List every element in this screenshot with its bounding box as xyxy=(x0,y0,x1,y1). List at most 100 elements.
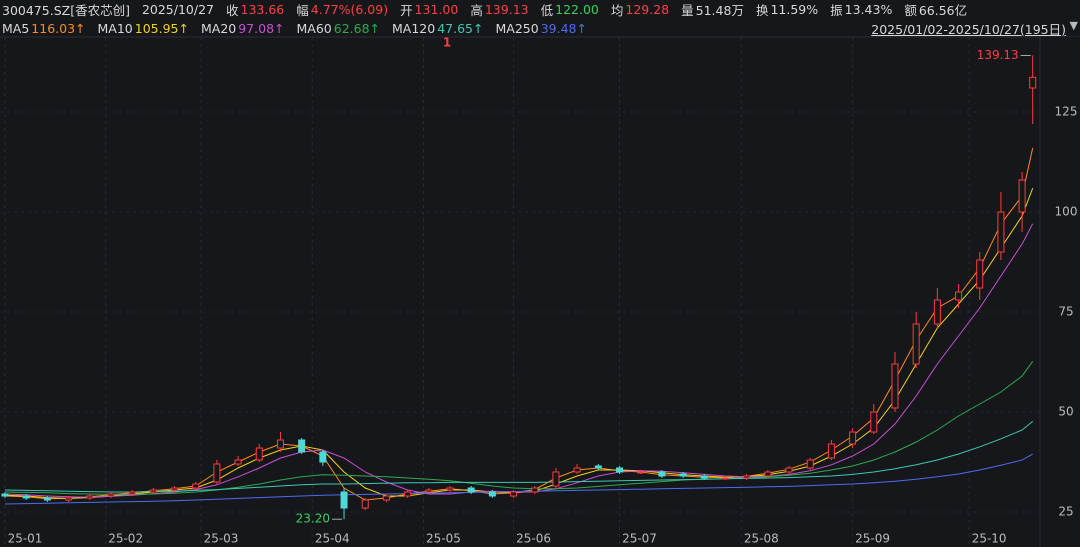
x-tick-label: 25-10 xyxy=(972,532,1007,546)
y-tick-label: 125 xyxy=(1055,105,1078,119)
candle-body xyxy=(43,497,51,501)
ma-line xyxy=(4,361,1034,495)
legend-value: 47.65↑ xyxy=(437,20,484,36)
quote-value: 13.43% xyxy=(844,1,893,17)
candle-body xyxy=(594,465,602,469)
y-tick-label: 25 xyxy=(1058,505,1073,519)
quote-value: 66.56亿 xyxy=(918,2,968,18)
stock-code: 300475.SZ[香农芯创] xyxy=(2,2,130,18)
candle-body xyxy=(616,467,624,473)
quote-date: 2025/10/27 xyxy=(141,1,214,17)
x-tick-label: 25-05 xyxy=(426,532,461,546)
candle-body xyxy=(933,299,941,325)
candle-body xyxy=(65,497,73,501)
legend-name: MA120 xyxy=(392,20,436,36)
candle-body xyxy=(997,211,1005,253)
quote-value: 122.00 xyxy=(555,1,599,17)
legend-name: MA10 xyxy=(97,20,133,36)
ma-line xyxy=(4,453,1033,505)
quote-label: 高 xyxy=(470,2,483,18)
quote-value: 131.00 xyxy=(414,1,459,17)
candle-body xyxy=(107,493,115,497)
x-tick-label: 25-08 xyxy=(744,532,779,546)
candle-body xyxy=(700,475,708,479)
candle-body xyxy=(22,495,30,499)
ma-line xyxy=(4,223,1034,498)
legend-name: MA20 xyxy=(200,20,237,36)
candle-body xyxy=(234,459,242,465)
candle-body xyxy=(361,499,369,509)
quote-label: 换 xyxy=(755,2,769,18)
candle-body xyxy=(764,471,772,477)
legend-name: MA250 xyxy=(495,20,539,36)
x-tick-label: 25-03 xyxy=(204,532,239,546)
y-tick-label: 75 xyxy=(1058,305,1073,319)
candle-body xyxy=(128,491,136,495)
candle-body xyxy=(149,489,157,493)
candle-body xyxy=(488,491,496,497)
candle-body xyxy=(743,475,751,479)
legend-value: 97.08↑ xyxy=(238,20,285,36)
quote-value: 139.13 xyxy=(484,1,529,17)
candle-body xyxy=(849,431,857,445)
event-marker: 1 xyxy=(443,36,451,50)
legend-value: 105.95↑ xyxy=(134,20,189,36)
x-tick-label: 25-01 xyxy=(8,532,43,546)
quote-label: 低 xyxy=(540,2,554,18)
ma-line xyxy=(4,421,1034,493)
candle-body xyxy=(891,363,899,409)
legend-value: 116.03↑ xyxy=(31,20,86,36)
candle-body xyxy=(679,473,687,477)
candle-body xyxy=(425,489,433,493)
candle-body xyxy=(86,495,94,499)
candle-body xyxy=(785,467,793,473)
candle-body xyxy=(213,463,221,483)
legend-name: MA60 xyxy=(296,20,332,36)
candle-body xyxy=(806,459,814,469)
candle-body xyxy=(319,451,327,463)
legend-value: 62.68↑ xyxy=(333,20,381,36)
candle-body xyxy=(552,471,560,487)
date-range[interactable]: 2025/01/02-2025/10/27(195日) xyxy=(871,22,1066,37)
candle-body xyxy=(1018,179,1026,213)
dropdown-icon[interactable]: ▼ xyxy=(1069,19,1078,32)
y-tick-label: 50 xyxy=(1058,405,1073,419)
candle-body xyxy=(446,487,454,491)
x-tick-label: 25-06 xyxy=(516,532,551,546)
annotation-label: 139.13 xyxy=(977,48,1019,62)
candle-body xyxy=(637,471,645,474)
quote-value: 133.66 xyxy=(240,1,285,17)
quote-value: 11.59% xyxy=(770,1,819,17)
x-tick-label: 25-09 xyxy=(855,532,890,546)
candle-body xyxy=(573,467,581,473)
x-tick-label: 25-07 xyxy=(622,532,657,546)
candle-body xyxy=(340,491,348,509)
candle-body xyxy=(1,493,9,497)
x-tick-label: 25-04 xyxy=(315,532,350,546)
candle-body xyxy=(510,491,518,497)
quote-label: 开 xyxy=(400,2,413,18)
quote-label: 幅 xyxy=(296,2,309,18)
candle-body xyxy=(192,483,200,489)
legend-value: 39.48↑ xyxy=(540,20,587,36)
candle-body xyxy=(1029,76,1037,89)
candle-body xyxy=(721,477,729,480)
quote-label: 收 xyxy=(226,2,239,18)
candle-body xyxy=(531,487,539,493)
quote-label: 振 xyxy=(830,2,843,18)
quote-label: 量 xyxy=(681,2,694,18)
candle-body xyxy=(827,443,835,459)
quote-value: 129.28 xyxy=(625,1,670,17)
quote-label: 额 xyxy=(904,2,917,18)
quote-value: 51.48万 xyxy=(695,2,744,18)
candle-body xyxy=(298,439,306,453)
candle-body xyxy=(912,323,920,365)
price-axis-panel xyxy=(1040,37,1080,547)
candle-body xyxy=(404,491,412,497)
quote-value: 4.77%(6.09) xyxy=(310,1,389,17)
ma-line xyxy=(4,147,1034,501)
quote-label: 均 xyxy=(610,2,624,18)
candle-body xyxy=(276,439,284,449)
